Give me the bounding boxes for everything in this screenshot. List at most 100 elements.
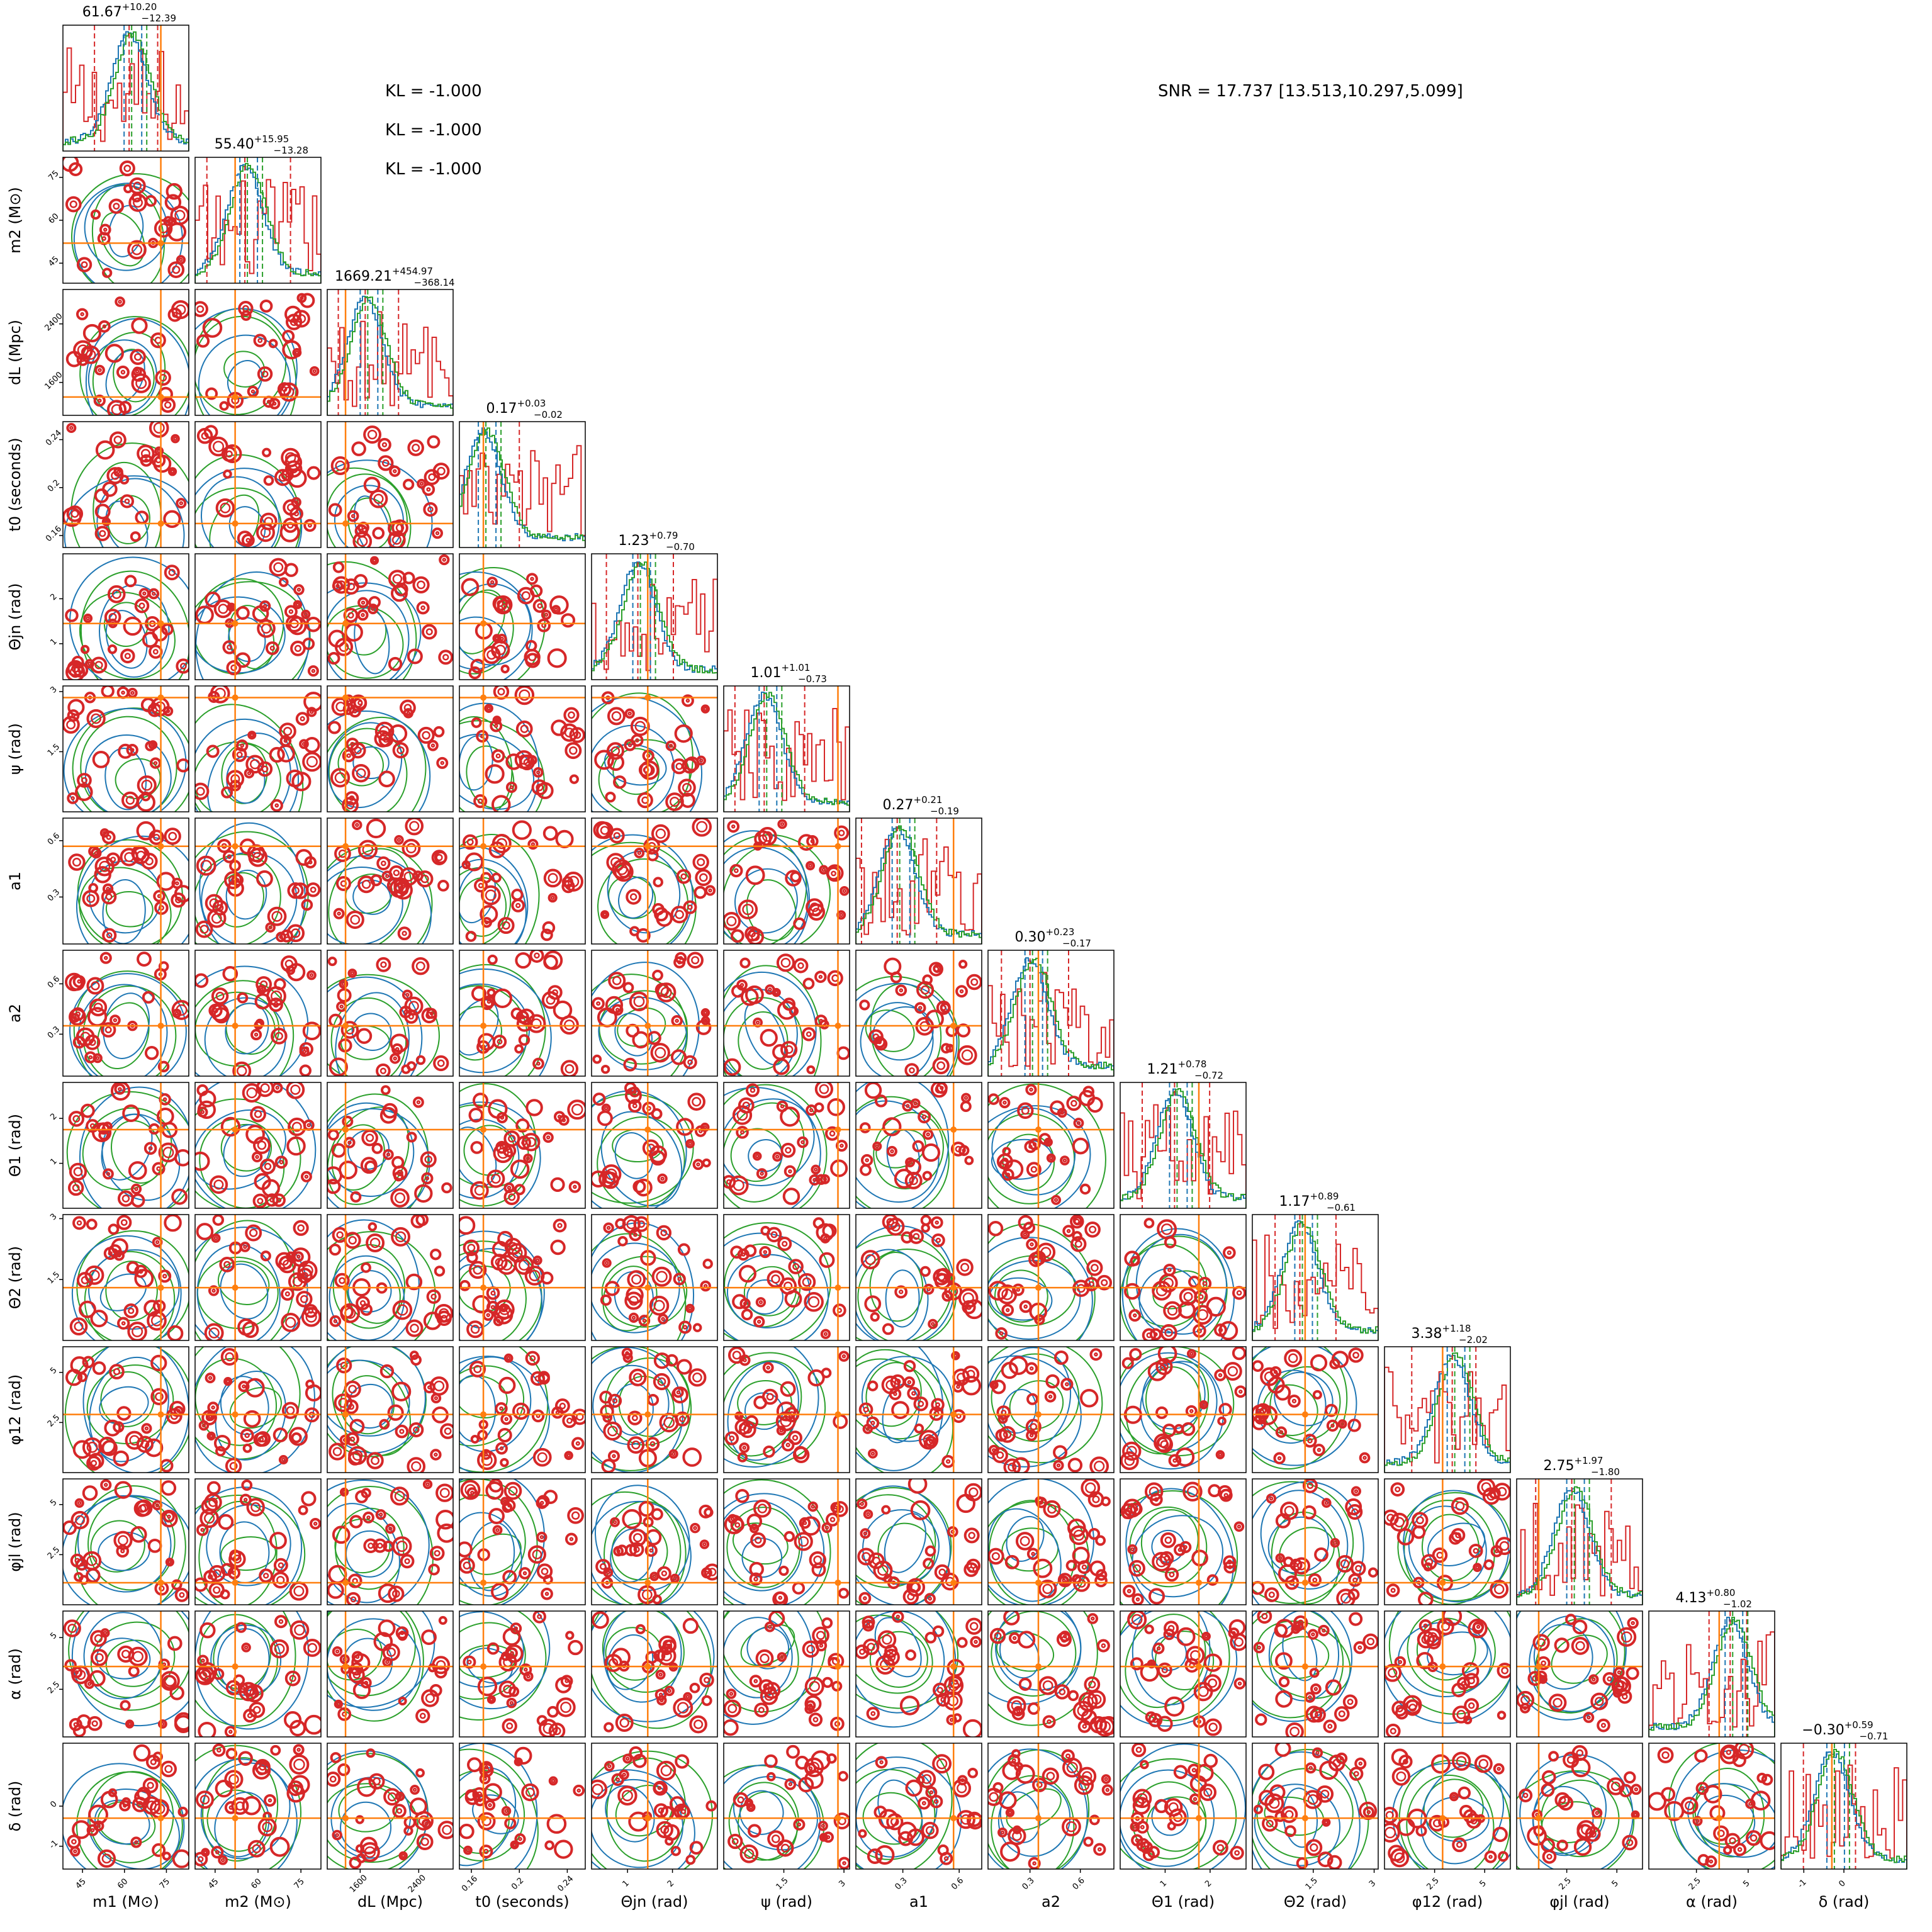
contour-red-inner-7-4-12 [634,997,644,1006]
contour-blue-6-2-1 [308,858,411,954]
contour-green-11-1-0 [220,1535,277,1572]
contour-red-inner-13-1-7 [204,1851,206,1853]
panel-9-1 [160,1205,330,1373]
contour-red-inner-12-10-18 [1462,1682,1465,1685]
contour-red-10-4-5 [678,1361,691,1374]
contour-red-9-0-22 [169,1327,183,1340]
contour-red-12-4-16 [700,1674,712,1686]
contour-red-inner-11-2-22 [395,1491,404,1500]
contour-red-inner-11-10-20 [1495,1585,1503,1593]
contour-red-inner-12-3-2 [507,1723,512,1728]
contour-red-8-6-13 [873,1143,880,1150]
contour-red-5-0-7 [138,777,155,794]
contour-red-6-3-8 [529,840,537,848]
contour-red-7-4-21 [627,1025,638,1036]
contour-red-11-3-6 [520,1568,530,1578]
contour-red-12-7-7 [1010,1634,1019,1643]
diag-panel-1: 55.40+15.95−13.28 [195,133,321,283]
contour-red-inner-8-1-11 [255,1111,261,1118]
contour-red-inner-6-4-16 [631,894,636,900]
contour-red-inner-11-8-3 [1238,1525,1240,1528]
contour-red-inner-10-3-15 [531,1356,535,1361]
contour-red-inner-10-1-14 [287,1407,294,1414]
contour-red-inner-9-1-0 [215,1237,217,1239]
contour-red-12-3-23 [538,1716,546,1724]
contour-red-7-5-23 [766,986,773,993]
contour-green-7-3-1 [427,982,530,1087]
contour-red-9-8-24 [1165,1237,1175,1247]
truth-point-12-3 [480,1663,486,1670]
contour-red-12-7-18 [1069,1692,1077,1700]
truth-point-8-2 [342,1126,349,1133]
panel-13-6 [814,1724,982,1901]
contour-blue-12-11-2 [1506,1578,1629,1722]
contour-red-inner-11-1-21 [201,1529,204,1531]
truth-point-10-0 [158,1412,164,1418]
contour-red-12-8-21 [1165,1698,1183,1716]
contour-red-12-1-24 [242,1644,249,1651]
contour-red-10-7-10 [1047,1376,1058,1387]
contour-red-13-11-14 [1625,1773,1634,1782]
contour-red-inner-8-1-9 [280,1160,283,1164]
contour-red-inner-4-2-10 [427,629,432,635]
contour-red-11-0-0 [76,1500,83,1507]
contour-red-inner-12-4-9 [660,1673,662,1676]
contour-red-inner-8-5-17 [751,1088,755,1092]
contour-red-6-2-3 [368,820,385,837]
contour-red-12-1-0 [201,1624,214,1637]
contour-red-4-1-18 [237,607,249,619]
contour-red-inner-13-9-17 [1321,1790,1328,1798]
contour-blue-9-7-1 [978,1255,1085,1344]
contour-red-8-5-16 [831,1160,846,1176]
contour-red-inner-10-3-19 [507,1357,510,1359]
contour-red-inner-8-4-13 [692,1098,700,1106]
contour-red-inner-11-5-21 [755,1578,758,1581]
panel-12-11 [1493,1578,1643,1737]
contour-red-12-8-0 [1235,1679,1245,1688]
contour-red-8-7-20 [1003,1148,1009,1154]
contour-red-inner-12-9-22 [1339,1711,1345,1717]
contour-red-inner-5-4-9 [612,712,621,720]
contour-red-7-5-22 [790,1008,797,1014]
contour-red-inner-12-1-22 [308,1644,317,1652]
contour-red-inner-7-1-12 [310,974,313,977]
contour-green-5-0-1 [78,714,179,821]
contour-red-inner-13-3-3 [466,1849,469,1851]
contour-red-10-2-25 [441,1424,454,1437]
contour-green-9-0-0 [105,1261,158,1321]
contour-red-inner-7-0-17 [96,1057,99,1059]
contour-red-inner-11-2-4 [397,1541,407,1551]
contour-red-8-6-17 [923,1145,939,1160]
contour-red-1-0-18 [177,256,184,263]
contour-red-11-1-15 [219,1515,232,1529]
panel-13-7 [972,1742,1114,1884]
contour-red-13-2-9 [333,1831,340,1839]
contour-red-10-7-24 [1046,1392,1055,1401]
contour-red-inner-10-6-24 [908,1381,911,1383]
contour-red-inner-11-8-16 [1128,1590,1130,1592]
contour-red-inner-12-9-7 [1322,1629,1325,1632]
contour-red-7-6-22 [860,1001,868,1009]
contour-red-7-1-14 [301,1066,310,1076]
contour-red-inner-13-1-25 [216,1851,218,1853]
diag-panel-0: 61.67+10.20−12.39 [63,1,189,151]
contour-red-inner-4-3-15 [555,609,558,611]
contour-red-9-2-1 [428,1291,440,1303]
contour-red-7-4-23 [652,1044,669,1061]
contour-red-12-9-17 [1325,1721,1336,1732]
contour-red-inner-5-2-13 [347,754,351,757]
contour-red-3-2-23 [373,528,383,538]
contour-red-10-9-19 [1285,1351,1301,1366]
contour-red-4-0-15 [126,576,136,587]
contour-red-8-4-20 [658,1175,666,1182]
contour-red-inner-8-2-24 [417,1101,420,1103]
contour-red-13-9-9 [1313,1749,1322,1757]
contour-red-inner-11-0-0 [78,1502,81,1504]
panel-13-11 [1488,1743,1649,1901]
contour-red-inner-8-7-23 [1031,1167,1036,1172]
contour-red-inner-9-7-0 [1000,1332,1003,1335]
contour-red-inner-9-2-23 [410,1325,418,1332]
diag-panel-8: 1.21+0.78−0.72 [1120,1059,1246,1208]
contour-red-inner-12-8-10 [1210,1724,1217,1731]
truth-point-11-1 [232,1580,239,1586]
